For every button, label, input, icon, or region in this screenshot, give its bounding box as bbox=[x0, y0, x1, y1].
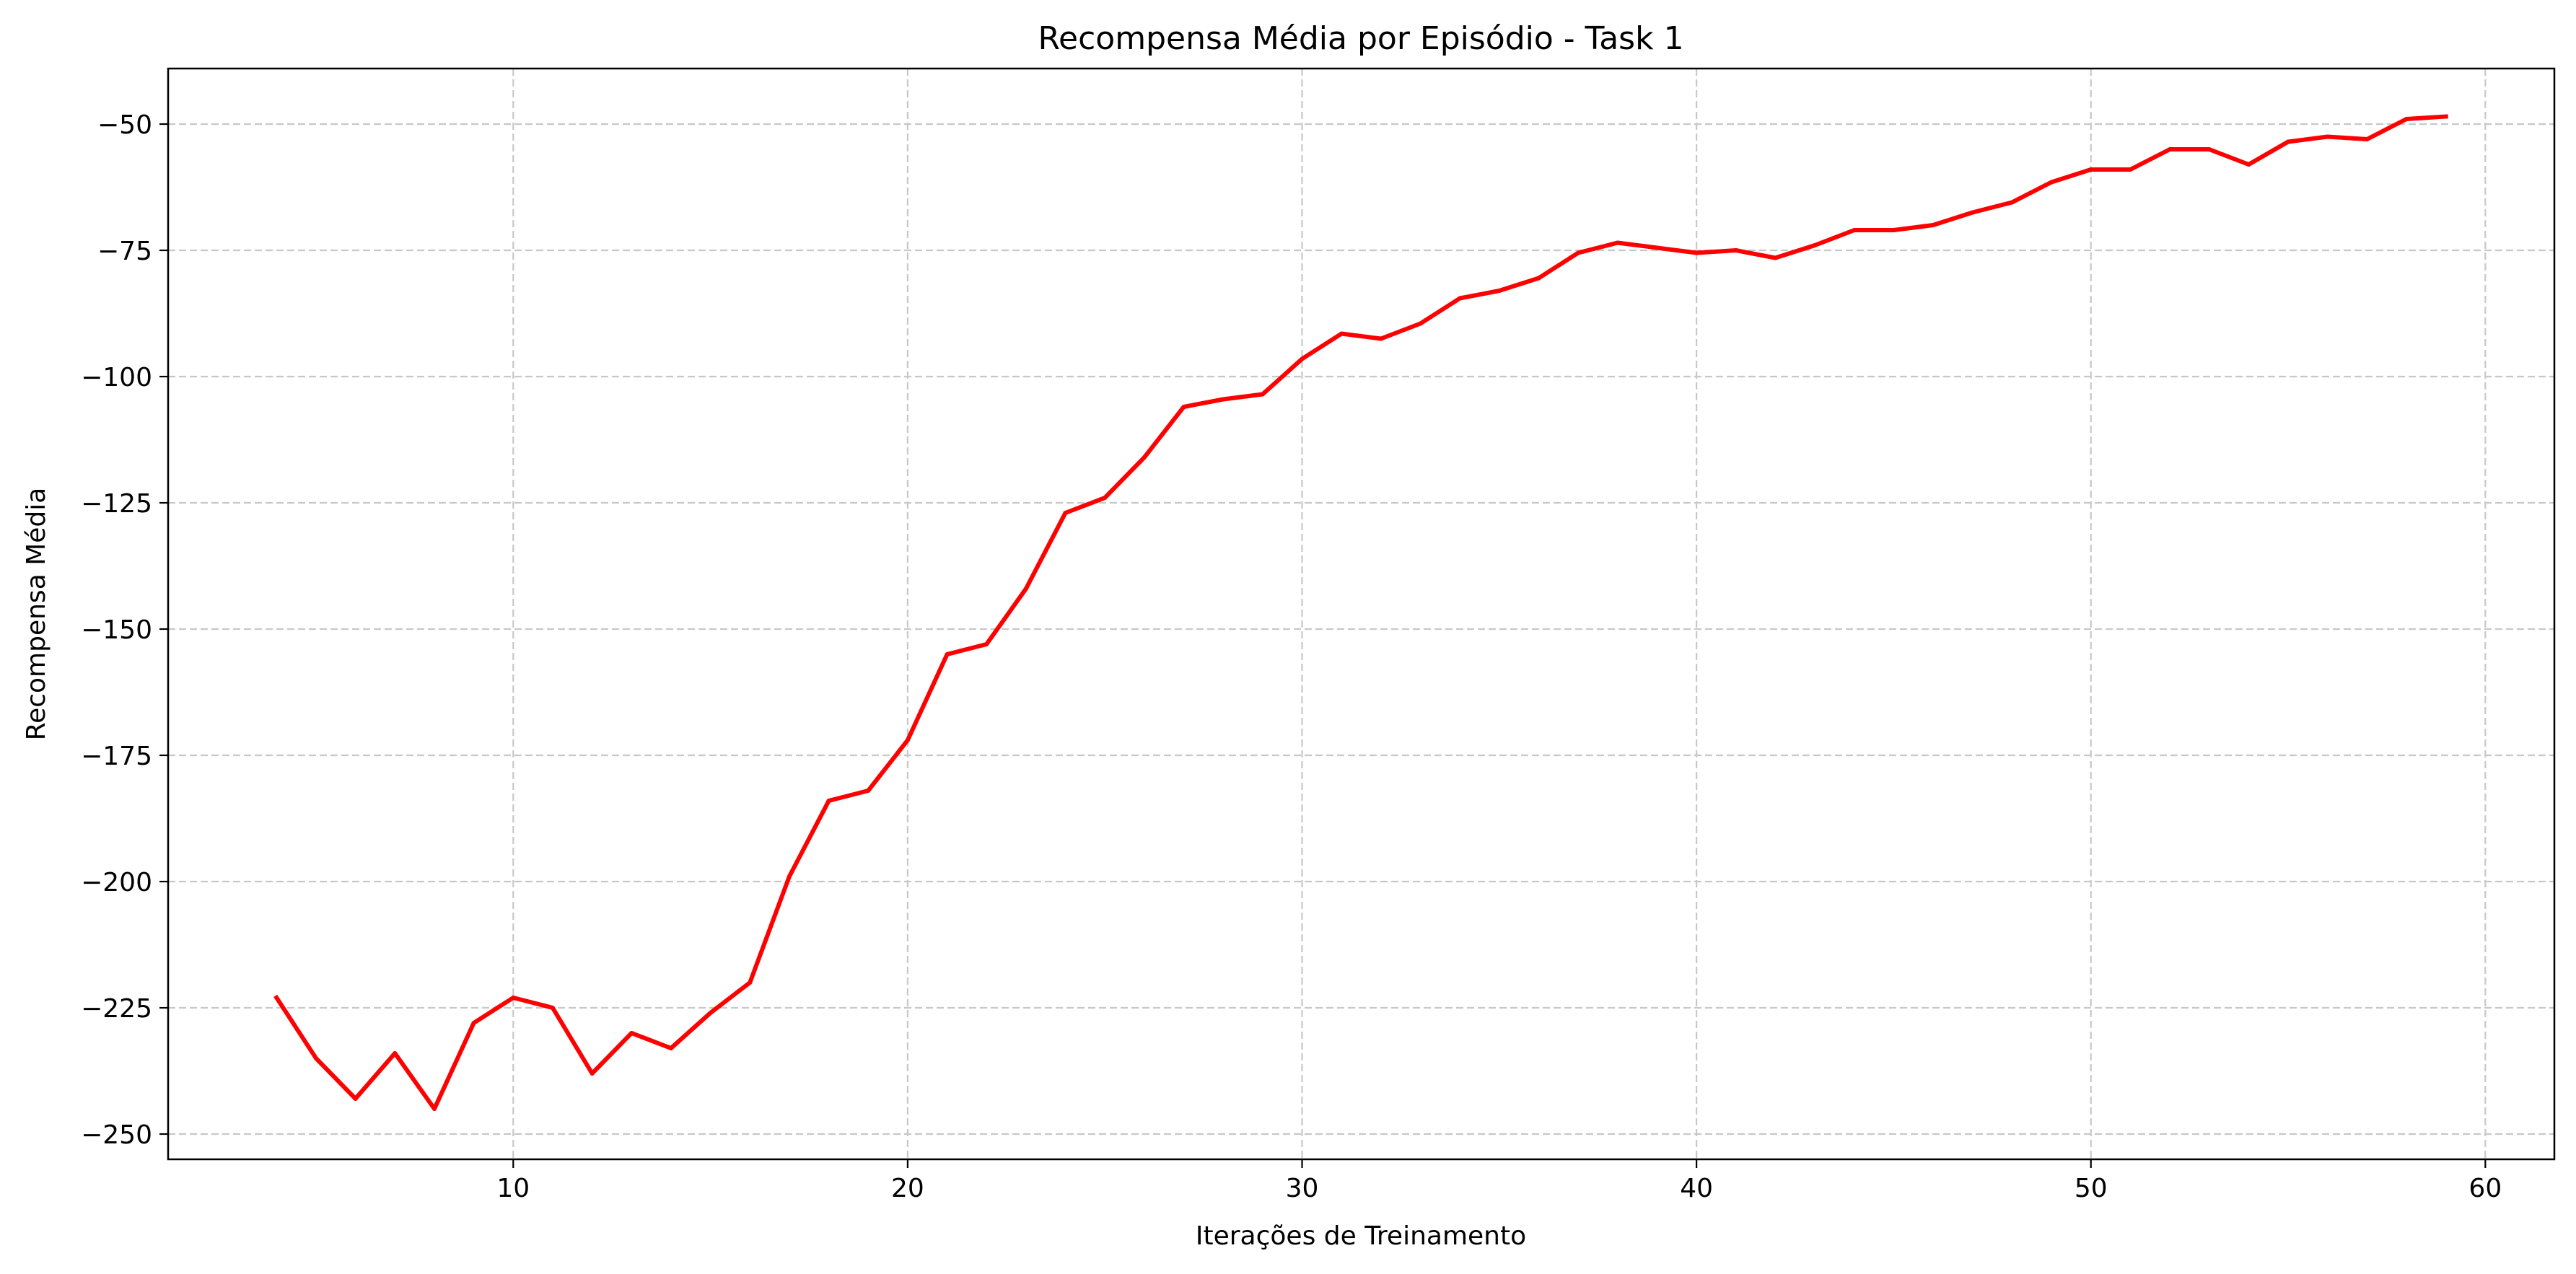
data-point bbox=[708, 1011, 713, 1015]
x-tick-label: 40 bbox=[1680, 1174, 1713, 1203]
data-point bbox=[1813, 243, 1818, 247]
data-point bbox=[984, 642, 989, 646]
x-tick-label: 10 bbox=[496, 1174, 530, 1203]
data-point bbox=[1339, 331, 1344, 336]
data-point bbox=[2404, 117, 2409, 121]
ticks: 10 20 30 40 50 60 −50 −75 −100 −125 −150 −175 −200 −2… bbox=[81, 110, 2502, 1203]
data-point bbox=[2365, 137, 2370, 141]
data-point bbox=[2010, 200, 2015, 205]
data-point bbox=[2168, 147, 2173, 151]
series-layer bbox=[273, 114, 2448, 1111]
data-point bbox=[511, 996, 516, 1000]
data-point bbox=[353, 1097, 358, 1101]
y-tick-label: −100 bbox=[81, 363, 152, 392]
data-point bbox=[1378, 336, 1383, 341]
data-point bbox=[2286, 139, 2290, 144]
y-tick-label: −250 bbox=[81, 1120, 152, 1150]
data-point bbox=[432, 1107, 437, 1111]
data-point bbox=[1615, 240, 1620, 245]
data-point bbox=[1142, 455, 1147, 460]
data-point bbox=[274, 996, 279, 1000]
data-point bbox=[2207, 147, 2212, 151]
data-point bbox=[1181, 405, 1186, 409]
data-point bbox=[2325, 134, 2330, 139]
x-tick-label: 20 bbox=[891, 1174, 924, 1203]
data-point bbox=[314, 1056, 318, 1060]
data-point bbox=[1852, 228, 1857, 232]
x-axis-title: Iterações de Treinamento bbox=[1196, 1221, 1526, 1251]
data-point bbox=[629, 1031, 634, 1035]
chart-title: Recompensa Média por Episódio - Task 1 bbox=[1038, 20, 1683, 57]
data-point bbox=[1023, 587, 1028, 591]
data-point bbox=[1576, 250, 1581, 255]
y-tick-label: −125 bbox=[81, 489, 152, 519]
y-tick-label: −50 bbox=[97, 110, 152, 140]
plot-frame bbox=[167, 67, 2556, 1161]
data-point bbox=[550, 1006, 555, 1010]
data-point bbox=[471, 1021, 476, 1025]
x-tick-label: 30 bbox=[1286, 1174, 1319, 1203]
y-axis-title: Recompensa Média bbox=[22, 488, 51, 741]
data-point bbox=[1103, 496, 1108, 500]
data-point bbox=[826, 799, 831, 803]
y-tick-label: −225 bbox=[81, 994, 152, 1024]
data-point bbox=[748, 980, 753, 985]
data-point bbox=[1536, 276, 1541, 281]
data-point bbox=[1655, 245, 1660, 250]
grid bbox=[168, 69, 2554, 1159]
data-point bbox=[1458, 296, 1463, 301]
data-point bbox=[2443, 114, 2448, 119]
data-point bbox=[1221, 397, 1226, 402]
plot-background bbox=[168, 69, 2554, 1159]
y-tick-label: −75 bbox=[97, 237, 152, 266]
data-point bbox=[1300, 356, 1305, 361]
series-line-0 bbox=[273, 114, 2448, 1111]
data-point bbox=[1694, 250, 1699, 255]
y-tick-label: −150 bbox=[81, 615, 152, 645]
x-tick-label: 50 bbox=[2075, 1174, 2108, 1203]
data-point bbox=[2246, 162, 2251, 167]
data-point bbox=[1418, 321, 1423, 326]
data-point bbox=[905, 738, 910, 742]
data-point bbox=[2128, 167, 2133, 172]
data-point bbox=[668, 1046, 673, 1050]
data-point bbox=[1891, 228, 1896, 232]
data-point bbox=[1970, 210, 1975, 215]
data-point bbox=[1931, 223, 1936, 227]
data-point bbox=[1260, 392, 1265, 397]
data-point bbox=[590, 1071, 595, 1076]
y-tick-label: −175 bbox=[81, 742, 152, 771]
data-point bbox=[787, 874, 792, 879]
y-tick-label: −200 bbox=[81, 868, 152, 897]
data-point bbox=[1773, 255, 1778, 260]
data-point bbox=[945, 652, 950, 656]
data-point bbox=[1497, 289, 1502, 293]
data-point bbox=[2049, 180, 2054, 185]
data-point bbox=[1063, 511, 1068, 515]
data-point bbox=[2088, 167, 2093, 172]
data-point bbox=[866, 788, 871, 793]
data-point bbox=[393, 1051, 398, 1055]
data-point bbox=[1733, 248, 1738, 252]
x-tick-label: 60 bbox=[2468, 1174, 2502, 1203]
